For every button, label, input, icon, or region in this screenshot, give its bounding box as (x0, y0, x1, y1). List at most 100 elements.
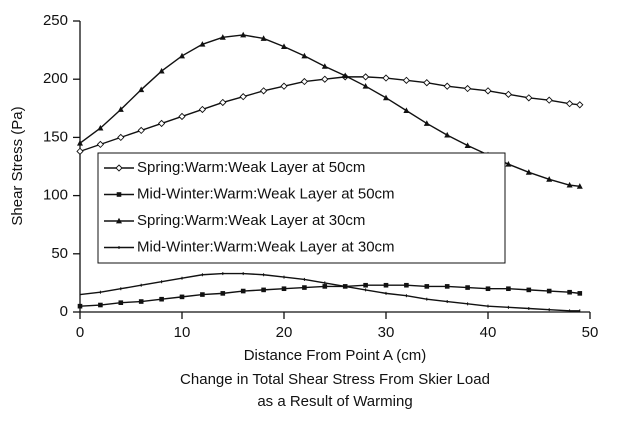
marker (179, 52, 185, 59)
x-tick-label: 40 (480, 324, 497, 341)
marker (576, 183, 583, 189)
marker (402, 76, 411, 85)
x-tick-label: 0 (76, 324, 84, 341)
legend-label: Spring:Warm:Weak Layer at 50cm (137, 159, 365, 176)
marker (301, 52, 308, 59)
y-tick-label: 0 (60, 303, 68, 320)
marker (322, 284, 328, 289)
marker (76, 147, 84, 156)
marker (158, 67, 165, 74)
marker (382, 74, 390, 82)
marker (423, 79, 431, 87)
series-line (79, 284, 580, 307)
marker (463, 84, 472, 93)
legend-label: Spring:Warm:Weak Layer at 30cm (137, 212, 365, 229)
marker (484, 87, 492, 95)
marker (261, 287, 266, 293)
chart-title: as a Result of Warming (257, 393, 412, 410)
legend-label: Mid-Winter:Warm:Weak Layer at 50cm (137, 185, 395, 202)
y-tick-label: 50 (51, 245, 68, 262)
marker (423, 120, 430, 126)
marker (220, 291, 226, 296)
marker (97, 124, 104, 131)
marker (485, 286, 491, 292)
marker (505, 160, 512, 167)
marker (117, 133, 125, 142)
y-tick-label: 100 (43, 187, 68, 204)
marker (525, 169, 532, 175)
series-line (79, 76, 580, 153)
marker (546, 176, 553, 182)
marker (280, 82, 288, 90)
marker (116, 192, 122, 197)
marker (179, 294, 185, 300)
marker (566, 181, 573, 188)
marker (115, 164, 123, 172)
marker (526, 287, 532, 293)
marker (300, 77, 309, 86)
x-tick-label: 20 (276, 324, 293, 341)
chart-title: Change in Total Shear Stress From Skier … (180, 371, 490, 388)
x-tick-label: 30 (378, 324, 395, 341)
marker (77, 303, 83, 309)
x-tick-label: 10 (174, 324, 191, 341)
marker (118, 300, 124, 305)
marker (424, 284, 430, 289)
marker (443, 82, 451, 90)
y-tick-label: 200 (43, 70, 68, 87)
marker (342, 72, 349, 79)
marker (363, 282, 368, 288)
marker (199, 41, 206, 47)
x-axis-label: Distance From Point A (cm) (244, 347, 427, 364)
marker (157, 119, 166, 128)
marker (219, 98, 227, 107)
y-tick-label: 250 (43, 12, 68, 29)
marker (138, 299, 144, 304)
marker (525, 94, 533, 102)
marker (281, 286, 287, 292)
marker (444, 131, 451, 138)
marker (383, 94, 389, 101)
y-axis-label: Shear Stress (Pa) (9, 106, 26, 225)
marker (117, 106, 124, 112)
marker (321, 63, 328, 69)
marker (506, 286, 511, 292)
marker (138, 86, 145, 93)
marker (444, 284, 450, 289)
marker (383, 282, 389, 288)
marker (240, 288, 246, 294)
marker (239, 93, 247, 101)
marker (545, 96, 553, 104)
y-tick-label: 150 (43, 128, 68, 145)
marker (403, 107, 410, 114)
marker (321, 75, 329, 83)
marker (565, 100, 574, 108)
marker (96, 140, 105, 149)
marker (302, 285, 307, 290)
marker (137, 126, 145, 135)
marker (200, 292, 205, 297)
marker (98, 302, 103, 308)
marker (465, 285, 470, 290)
marker (464, 142, 471, 148)
marker (219, 34, 226, 40)
marker (567, 289, 572, 295)
marker (77, 140, 83, 146)
marker (259, 87, 268, 95)
marker (577, 291, 583, 296)
marker (504, 90, 513, 98)
marker (198, 105, 207, 114)
marker (546, 288, 552, 294)
marker (281, 43, 287, 50)
x-tick-label: 50 (582, 324, 599, 341)
legend-label: Mid-Winter:Warm:Weak Layer at 30cm (137, 238, 395, 255)
marker (362, 82, 369, 89)
marker (260, 35, 267, 41)
series-line (79, 272, 580, 312)
marker (178, 112, 186, 121)
marker (240, 31, 247, 38)
legend: Spring:Warm:Weak Layer at 50cm Mid-Winter… (97, 152, 506, 264)
marker (404, 282, 409, 288)
marker (159, 296, 164, 302)
